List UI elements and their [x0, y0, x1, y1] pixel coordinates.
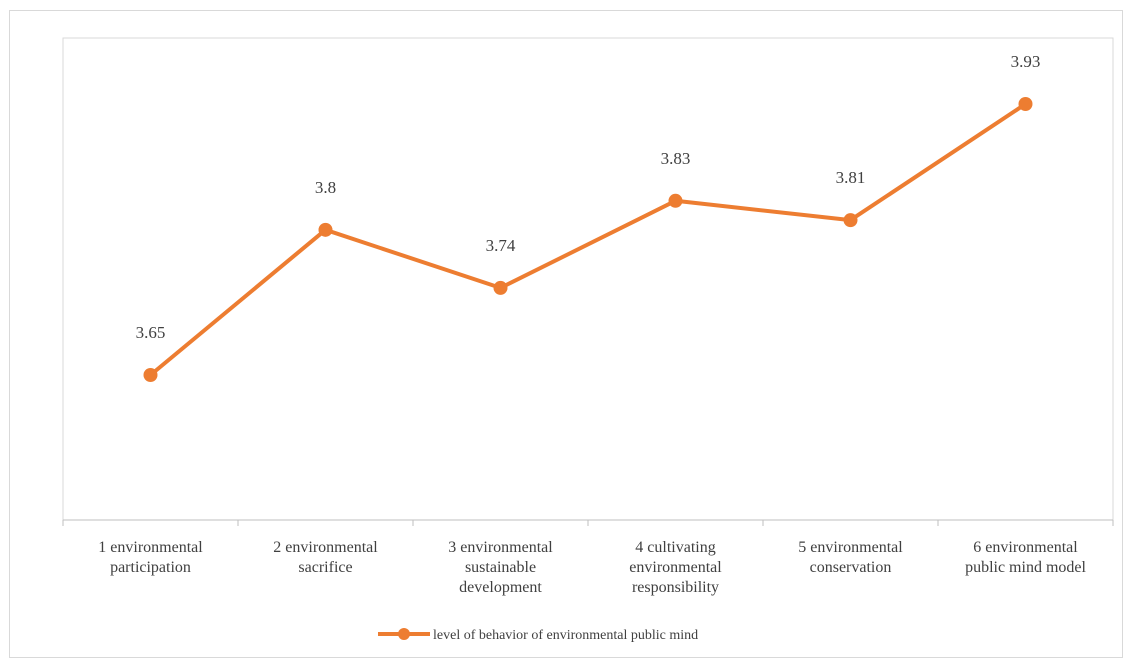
x-tick-label: 1 environmental participation [98, 539, 203, 576]
x-tick-label: 2 environmental sacrifice [273, 539, 378, 576]
plot-area [62, 37, 1114, 521]
x-tick-label: 3 environmental sustainable development [448, 539, 553, 596]
x-tick-label: 6 environmental public mind model [965, 539, 1086, 576]
data-point [668, 193, 683, 208]
data-label: 3.74 [486, 236, 516, 255]
chart-frame [9, 10, 1123, 658]
data-label: 3.93 [1011, 52, 1041, 71]
legend-marker [398, 628, 410, 640]
data-point [143, 368, 158, 382]
data-point [1018, 97, 1033, 111]
legend: level of behavior of environmental publi… [378, 628, 698, 643]
x-tick-label: 5 environmental conservation [798, 539, 903, 576]
data-point [843, 213, 858, 228]
x-tick-label: 4 cultivating environmental responsibility [629, 539, 722, 596]
data-label: 3.81 [836, 168, 866, 187]
data-label: 3.83 [661, 149, 691, 168]
data-point [493, 280, 508, 295]
data-point [318, 222, 333, 237]
data-label: 3.8 [315, 178, 336, 197]
data-label: 3.65 [136, 323, 166, 342]
series-line [148, 102, 1028, 377]
legend-label: level of behavior of environmental publi… [433, 628, 698, 643]
